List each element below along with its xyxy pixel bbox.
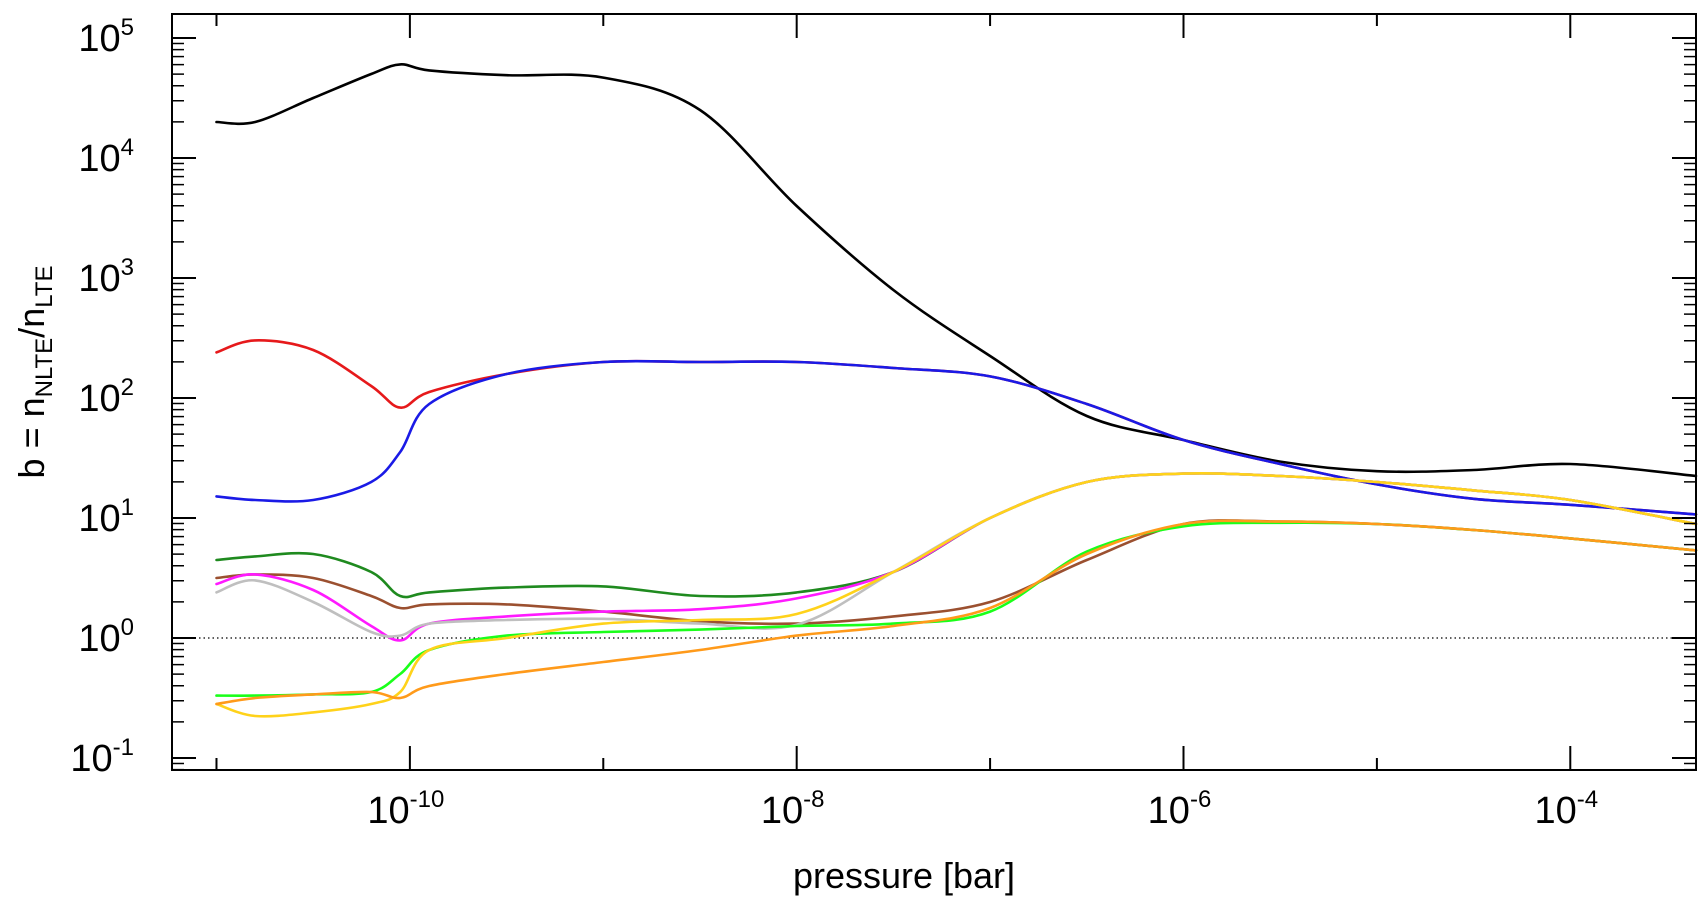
y-tick-label: 10-1 [70,734,134,780]
y-axis-title: b = nNLTE/nLTE [11,266,58,479]
series-line-blue [215,359,1698,516]
y-tick-label: 105 [78,14,134,60]
x-tick-label: 10-4 [1534,786,1598,832]
y-tick-label: 103 [78,254,134,300]
x-axis: 10-10 10-8 10-6 10-4 [215,14,1598,832]
y-axis-title-prefix: b = n [11,397,52,478]
y-axis-title-sub-nlte: NLTE [31,338,58,398]
series-line-orange [215,519,1698,706]
series-line-red [215,339,1698,516]
series-line-black [215,63,1698,478]
y-axis: 10-1 100 101 102 103 104 105 [70,14,1696,780]
plot-frame [171,13,1697,771]
y-tick-label: 100 [78,614,134,660]
y-axis-title-slash: /n [11,308,52,338]
y-tick-label: 104 [78,134,134,180]
x-tick-label: 10-8 [761,786,825,832]
x-tick-label: 10-6 [1148,786,1212,832]
y-tick-label: 101 [78,494,134,540]
x-axis-title: pressure [bar] [793,855,1015,896]
series-line-yellow [215,472,1698,718]
plot-area [172,63,1698,718]
y-axis-title-sub-lte: LTE [31,266,58,308]
y-tick-label: 102 [78,374,134,420]
x-tick-label: 10-10 [367,786,444,832]
